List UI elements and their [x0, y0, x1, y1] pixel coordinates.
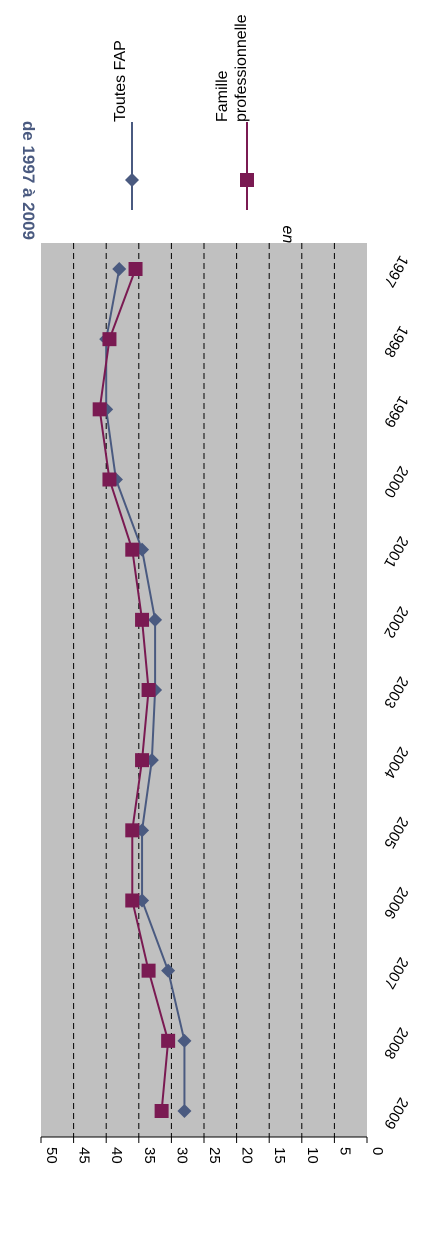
legend: Toutes FAP Famille professionnelle [112, 14, 254, 210]
legend-label-line: professionnelle [233, 14, 250, 122]
value-tick-label: 50 [43, 1147, 60, 1164]
legend-marker [240, 173, 254, 187]
data-point [125, 893, 140, 908]
data-point [135, 753, 150, 768]
x-axis: 1997 1998 1999 2000 2001 2002 2003 2004 2005 2006… [380, 253, 411, 1132]
data-point [148, 612, 163, 627]
category-tick-label: 1999 [380, 393, 411, 430]
data-point [177, 1104, 192, 1118]
y-axis: 0 5 10 15 20 25 30 35 40 45 50 [40, 1136, 386, 1164]
category-tick-label: 2004 [380, 744, 411, 781]
data-point [141, 963, 156, 978]
value-tick-label: 10 [304, 1147, 321, 1164]
data-point [102, 472, 117, 487]
data-point [177, 1033, 192, 1048]
category-tick-label: 1998 [380, 323, 411, 360]
legend-label: Famille professionnelle [214, 14, 250, 122]
title-group: de 1997 à 2009 [19, 121, 38, 240]
value-tick-label: 20 [239, 1147, 256, 1164]
legend-entry: Toutes FAP [112, 40, 139, 210]
chart-title: de 1997 à 2009 [19, 121, 38, 240]
legend-label-line: Famille [214, 70, 231, 122]
category-tick-label: 2000 [380, 463, 411, 500]
category-tick-label: 2006 [380, 884, 411, 921]
data-point [161, 1033, 176, 1048]
category-tick-label: 2003 [380, 674, 411, 711]
value-tick-label: 35 [141, 1147, 158, 1164]
data-point [161, 963, 176, 978]
category-tick-label: 2002 [380, 603, 411, 640]
value-tick-label: 40 [108, 1147, 125, 1164]
legend-marker [125, 173, 139, 187]
data-point [92, 402, 107, 417]
data-point [135, 612, 150, 627]
data-point [141, 683, 156, 697]
legend-entry: Famille professionnelle [214, 14, 254, 210]
legend-label: Toutes FAP [112, 40, 129, 122]
value-tick-label: 5 [336, 1147, 353, 1155]
value-tick-label: 0 [369, 1147, 386, 1155]
data-point [125, 823, 140, 838]
value-tick-label: 15 [271, 1147, 288, 1164]
category-tick-label: 2001 [380, 533, 411, 570]
category-tick-label: 2005 [380, 814, 411, 851]
category-tick-label: 1997 [380, 253, 411, 290]
series-layer [92, 262, 192, 1118]
data-point [125, 542, 140, 557]
value-tick-label: 45 [76, 1147, 93, 1164]
data-point [102, 332, 117, 347]
value-tick-label: 30 [173, 1147, 190, 1164]
data-point [128, 262, 143, 276]
category-tick-label: 2008 [380, 1024, 411, 1061]
data-point [154, 1104, 169, 1118]
category-tick-label: 2009 [380, 1095, 411, 1132]
value-tick-label: 25 [206, 1147, 223, 1164]
series-square [92, 262, 176, 1118]
data-point [112, 262, 127, 276]
category-tick-label: 2007 [380, 954, 411, 991]
